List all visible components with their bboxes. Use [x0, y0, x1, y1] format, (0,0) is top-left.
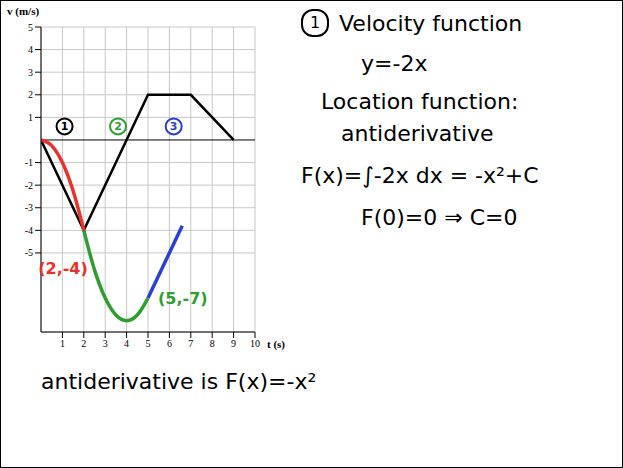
html-text:Velocity function: Velocity function [339, 10, 523, 36]
svg-text:(2,-4): (2,-4) [38, 259, 88, 278]
svg-text:5: 5 [146, 338, 151, 349]
svg-text:3: 3 [103, 338, 108, 349]
svg-text:t (s): t (s) [267, 338, 285, 351]
svg-text:-1: -1 [25, 157, 33, 168]
svg-text:2: 2 [81, 338, 86, 349]
html-text:F(x)=∫-2x dx = -x²+C: F(x)=∫-2x dx = -x²+C [301, 163, 539, 188]
svg-text:(5,-7): (5,-7) [158, 289, 208, 308]
svg-text:1: 1 [61, 120, 69, 133]
html-text:F(0)=0 ⇒ C=0: F(0)=0 ⇒ C=0 [361, 205, 518, 230]
svg-text:3: 3 [28, 67, 33, 78]
svg-text:8: 8 [210, 338, 215, 349]
svg-text:9: 9 [231, 338, 236, 349]
svg-text:2: 2 [114, 120, 122, 133]
html-text:antiderivative is F(x)=-x²: antiderivative is F(x)=-x² [41, 369, 317, 394]
svg-text:3: 3 [170, 120, 178, 133]
svg-text:-3: -3 [25, 202, 33, 213]
html-text:1: 1 [309, 13, 321, 32]
svg-text:-2: -2 [25, 180, 33, 191]
html-text:y=-2x: y=-2x [361, 51, 428, 76]
svg-text:2: 2 [28, 89, 33, 100]
svg-text:6: 6 [167, 338, 172, 349]
svg-text:1: 1 [28, 112, 33, 123]
svg-text:-5: -5 [25, 247, 33, 258]
html-text:v (m/s): v (m/s) [7, 5, 40, 17]
svg-text:5: 5 [28, 22, 33, 33]
svg-text:1: 1 [60, 338, 65, 349]
html-text:antiderivative: antiderivative [341, 121, 494, 146]
svg-text:10: 10 [250, 338, 260, 349]
svg-text:7: 7 [188, 338, 193, 349]
svg-text:4: 4 [28, 44, 33, 55]
svg-text:4: 4 [124, 338, 129, 349]
svg-text:-4: -4 [25, 225, 33, 236]
html-text:Location function:: Location function: [321, 89, 519, 114]
